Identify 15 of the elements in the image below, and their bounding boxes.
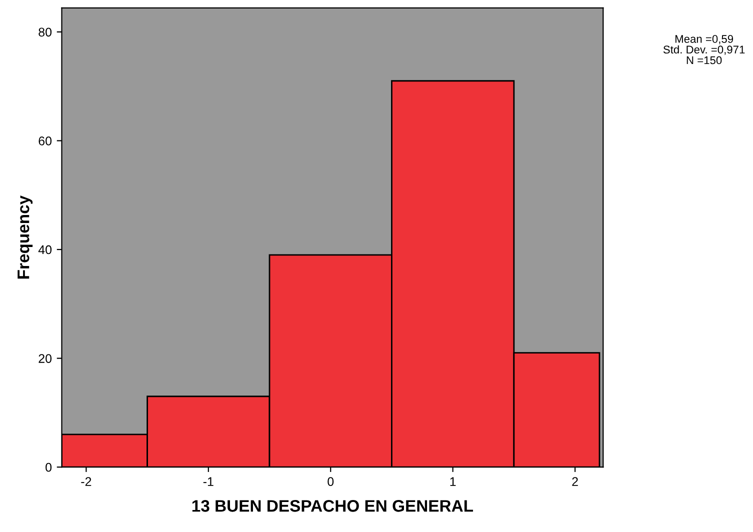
text: Mean =0,59 — [675, 35, 734, 44]
x-tick-label: 0 — [328, 477, 334, 486]
x-tick-label: 2 — [572, 477, 578, 486]
y-tick-label: 0 — [46, 462, 52, 472]
x-tick-label: -2 — [81, 477, 92, 486]
y-axis-title: Frequency — [18, 195, 33, 279]
y-tick-label: 60 — [38, 136, 52, 146]
y-tick-label: 80 — [38, 28, 52, 37]
x-tick-label: 1 — [450, 477, 456, 486]
y-tick-label: 40 — [38, 245, 52, 254]
text: N =150 — [686, 56, 722, 64]
text: Std. Dev. =0,971 — [663, 45, 745, 55]
x-axis-title: 13 BUEN DESPACHO EN GENERAL — [192, 500, 474, 512]
x-tick-label: -1 — [203, 477, 214, 486]
y-tick-label: 20 — [38, 354, 52, 363]
